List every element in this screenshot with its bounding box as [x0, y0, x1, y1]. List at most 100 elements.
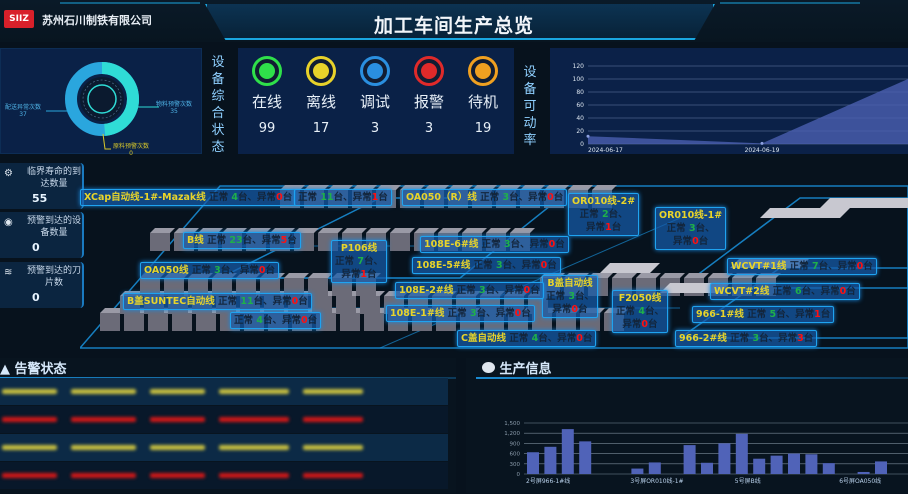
unit: 台: [553, 192, 564, 203]
sep: 、: [495, 285, 505, 296]
alarm-row[interactable]: [0, 462, 448, 489]
unit: 台: [644, 306, 655, 317]
line-status-label[interactable]: OA050（R）线 正常 3台、异常0台: [402, 189, 568, 206]
unit: 台: [298, 296, 308, 307]
line-status-label[interactable]: 正常 4台、异常0台: [230, 312, 322, 329]
alarm-title-wrap: ▲ 告警状态: [0, 358, 67, 377]
sep: 、: [343, 192, 353, 203]
ng-word: 异常: [281, 315, 301, 326]
line-name: F2050线: [618, 293, 662, 304]
line-status-label[interactable]: F2050线 正常 4台、 异常0台: [612, 290, 668, 333]
status-调试: 调试 3: [350, 56, 400, 136]
alarm-list[interactable]: [0, 378, 448, 490]
unit: 台: [333, 192, 344, 203]
sep: 、: [705, 223, 715, 234]
line-name: B盖SUNTEC自动线: [127, 296, 215, 307]
line-name: B盖自动线: [547, 278, 593, 289]
floor-outline: [80, 185, 908, 349]
sep: 、: [547, 333, 558, 344]
ok-count: 11: [240, 296, 254, 307]
line-status-label[interactable]: 966-1#线 正常 5台、异常1台: [692, 306, 835, 323]
y-tick-label: 100: [573, 76, 585, 83]
line-status-label[interactable]: B盖SUNTEC自动线 正常 11台、异常0台: [123, 293, 312, 310]
machine-top: [414, 228, 439, 233]
ng-word: 异常: [529, 239, 549, 250]
line-status-label[interactable]: 966-2#线 正常 3台、异常3台: [675, 330, 818, 347]
alarm-row[interactable]: [0, 434, 448, 461]
line-status-label[interactable]: OR010线-2# 正常 2台、 异常1台: [568, 193, 640, 236]
ok-count: 23: [229, 235, 243, 246]
donut-label: 原料预警次数 0: [113, 143, 150, 157]
stat-card: ⚙ 临界寿命的到达数量 55: [0, 163, 84, 209]
sep: 、: [230, 265, 240, 276]
line-status-label[interactable]: B盖自动线 正常 3台、 异常0台: [542, 275, 598, 318]
line-status-label[interactable]: C盖自动线 正常 4台、异常0台: [457, 330, 597, 347]
ng-count: 1: [605, 222, 612, 233]
alarm-field: [2, 389, 57, 394]
line-status-label[interactable]: 108E-5#线 正常 3台、异常0台: [412, 257, 561, 274]
unit: 台: [367, 269, 377, 280]
ng-count: 0: [514, 308, 522, 319]
line-status-label[interactable]: 正常 11台、异常1台: [294, 189, 392, 206]
line-name: OA050（R）线: [406, 192, 477, 203]
line-status-label[interactable]: WCVT#1线 正常 7台、异常0台: [727, 258, 877, 275]
ok-word: 正常: [666, 223, 686, 234]
line-status-label[interactable]: B线 正常 23台、异常5台: [183, 232, 301, 249]
ng-count: 1: [371, 192, 379, 203]
ng-count: 0: [540, 260, 548, 271]
status-在线: 在线 99: [242, 56, 292, 136]
line-status-label[interactable]: XCap自动线-1#-Mazak线 正常 4台、异常0台: [80, 189, 297, 206]
status-indicator-icon: [414, 56, 444, 86]
machine-top: [708, 273, 733, 278]
status-value: 99: [258, 121, 276, 136]
card-label: 预警到达的设备数量: [26, 216, 81, 238]
device-status-panel: 在线 99 离线 17 调试 3 报警 3 待机 19: [238, 48, 514, 154]
machine-block: [164, 278, 184, 296]
line-status-label[interactable]: 108E-6#线 正常 3台、异常0台: [420, 236, 569, 253]
alarm-row[interactable]: [0, 406, 448, 433]
ng-count: 0: [839, 286, 847, 297]
alarm-field: [303, 389, 363, 394]
line-status-label[interactable]: 108E-1#线 正常 3台、异常0台: [386, 305, 535, 322]
machine-top: [448, 185, 473, 190]
ok-word: 正常: [579, 209, 599, 220]
status-离线: 离线 17: [296, 56, 346, 136]
leader-line: [102, 133, 111, 150]
sep: 、: [486, 308, 496, 319]
unit: 台: [863, 261, 873, 272]
machine-top: [636, 273, 661, 278]
ok-count: 3: [688, 223, 696, 234]
machine-top: [342, 228, 367, 233]
bar: [527, 452, 539, 474]
line-status-label[interactable]: 108E-2#线 正常 3台、异常0台: [395, 282, 544, 299]
ng-count: 0: [301, 315, 308, 326]
bar: [875, 461, 887, 474]
line-name: 108E-6#线: [424, 239, 479, 250]
line-status-label[interactable]: OA050线 正常 3台、异常0台: [140, 262, 279, 279]
line-name: OR010线-2#: [572, 196, 636, 207]
ok-count: 3: [503, 239, 511, 250]
ok-word: 正常: [772, 286, 792, 297]
stat-card: ◉ 预警到达的设备数量 0: [0, 212, 84, 258]
alarm-field: [71, 417, 136, 422]
alarm-row[interactable]: [0, 378, 448, 405]
unit: 台: [574, 291, 585, 302]
unit: 台: [363, 256, 374, 267]
ng-count: 0: [571, 304, 579, 315]
line-status-label[interactable]: P106线 正常 7台、 异常1台: [331, 240, 387, 283]
status-value: 3: [370, 121, 380, 136]
ng-count: 0: [856, 261, 864, 272]
line-name: OR010线-1#: [659, 210, 723, 221]
unit: 台: [846, 286, 856, 297]
card-value: 55: [32, 192, 48, 205]
line-status-label[interactable]: OR010线-1# 正常 3台、 异常0台: [655, 207, 727, 250]
machine-top: [366, 228, 391, 233]
line-status-label[interactable]: WCVT#2线 正常 6台、异常0台: [710, 283, 860, 300]
production-bar-chart: 0 300 600 900 1,200 1,500 2号屏966-1#线 3号屏OR010线-…: [504, 421, 908, 485]
unit: 台: [547, 260, 557, 271]
alarm-field: [150, 445, 205, 450]
ng-count: 0: [548, 239, 556, 250]
ok-word: 正常: [480, 192, 500, 203]
y-tick-label: 0: [580, 141, 584, 148]
alarm-field: [303, 445, 363, 450]
